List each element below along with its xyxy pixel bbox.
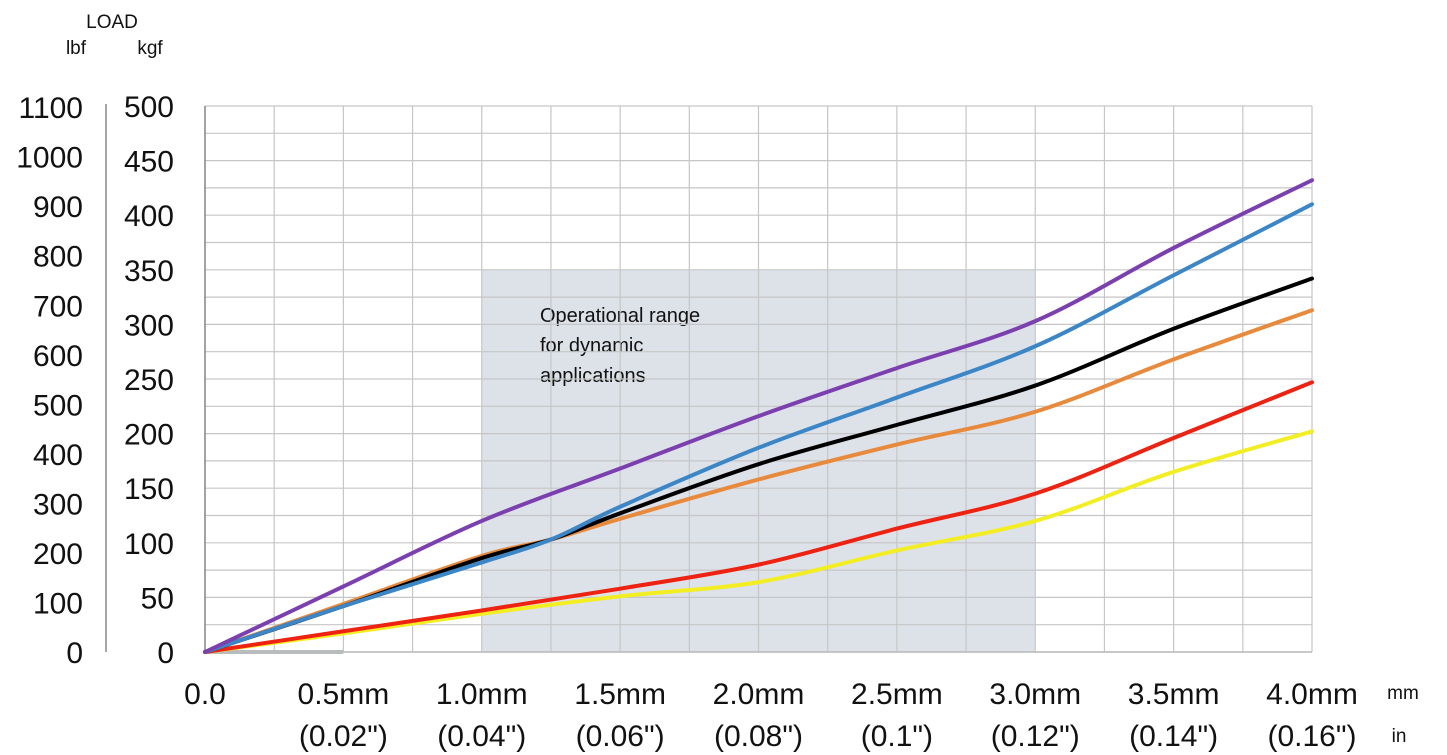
x-tick-label-in: (0.04")	[437, 720, 526, 753]
y-tick-label-lbf: 600	[33, 340, 83, 373]
right-axis-unit: kgf	[137, 38, 163, 59]
grid	[204, 105, 1313, 653]
x-tick-label-mm: 3.0mm	[989, 678, 1081, 711]
y-tick-label-kgf: 0	[157, 637, 174, 670]
y-tick-label-lbf: 0	[66, 637, 83, 670]
tick-labels: 0 50 100 150 200 250 300 350 400 450 500 0 100 200 300…	[16, 91, 1358, 753]
y-tick-label-lbf: 700	[33, 290, 83, 323]
left-axis-unit: lbf	[66, 38, 87, 59]
series-line	[203, 308, 1314, 654]
x-tick-label-mm: 1.0mm	[436, 678, 528, 711]
y-tick-label-kgf: 450	[124, 146, 174, 179]
axes	[105, 104, 1312, 654]
series-line	[203, 178, 1314, 654]
x-tick-label-mm: 3.5mm	[1128, 678, 1220, 711]
x-tick-label-in: (0.02")	[299, 720, 388, 753]
operational-range-label: applications	[540, 365, 646, 387]
x-unit-in: in	[1392, 726, 1407, 747]
x-tick-label-mm: 2.0mm	[713, 678, 805, 711]
y-tick-label-lbf: 900	[33, 191, 83, 224]
x-tick-label-in: (0.08")	[714, 720, 803, 753]
x-unit-labels: mm in	[1387, 683, 1419, 747]
x-tick-label-in: (0.06")	[576, 720, 665, 753]
header-labels: LOAD lbf kgf	[66, 12, 163, 59]
x-tick-label-mm: 2.5mm	[851, 678, 943, 711]
x-tick-label-in: (0.14")	[1129, 720, 1218, 753]
axis-title: LOAD	[86, 12, 138, 33]
y-tick-label-lbf: 1100	[18, 92, 83, 125]
x-tick-label-in: (0.16")	[1267, 720, 1356, 753]
y-tick-label-kgf: 50	[141, 582, 174, 615]
series	[203, 178, 1314, 654]
x-tick-label-in: (0.12")	[991, 720, 1080, 753]
y-tick-label-kgf: 200	[124, 419, 174, 452]
y-tick-label-lbf: 500	[33, 389, 83, 422]
x-tick-label-mm: 4.0mm	[1266, 678, 1358, 711]
x-tick-label-mm: 1.5mm	[574, 678, 666, 711]
series-line	[203, 380, 1314, 654]
x-unit-mm: mm	[1387, 683, 1419, 704]
y-tick-label-lbf: 400	[33, 439, 83, 472]
y-tick-label-kgf: 250	[124, 364, 174, 397]
y-tick-label-kgf: 350	[124, 255, 174, 288]
series-line	[203, 202, 1314, 654]
y-tick-label-lbf: 300	[33, 488, 83, 521]
y-tick-label-lbf: 1000	[16, 142, 83, 175]
y-tick-label-kgf: 400	[124, 200, 174, 233]
y-tick-label-kgf: 500	[124, 91, 174, 124]
x-tick-label-mm: 0.0	[184, 678, 226, 711]
y-tick-label-kgf: 150	[124, 473, 174, 506]
series-line	[203, 429, 1314, 654]
y-tick-label-lbf: 200	[33, 538, 83, 571]
operational-range-label: for dynamic	[540, 335, 643, 357]
y-tick-label-kgf: 300	[124, 309, 174, 342]
y-tick-label-lbf: 800	[33, 241, 83, 274]
x-tick-label-mm: 0.5mm	[298, 678, 390, 711]
x-tick-label-in: (0.1")	[861, 720, 933, 753]
y-tick-label-kgf: 100	[124, 528, 174, 561]
y-tick-label-lbf: 100	[33, 587, 83, 620]
